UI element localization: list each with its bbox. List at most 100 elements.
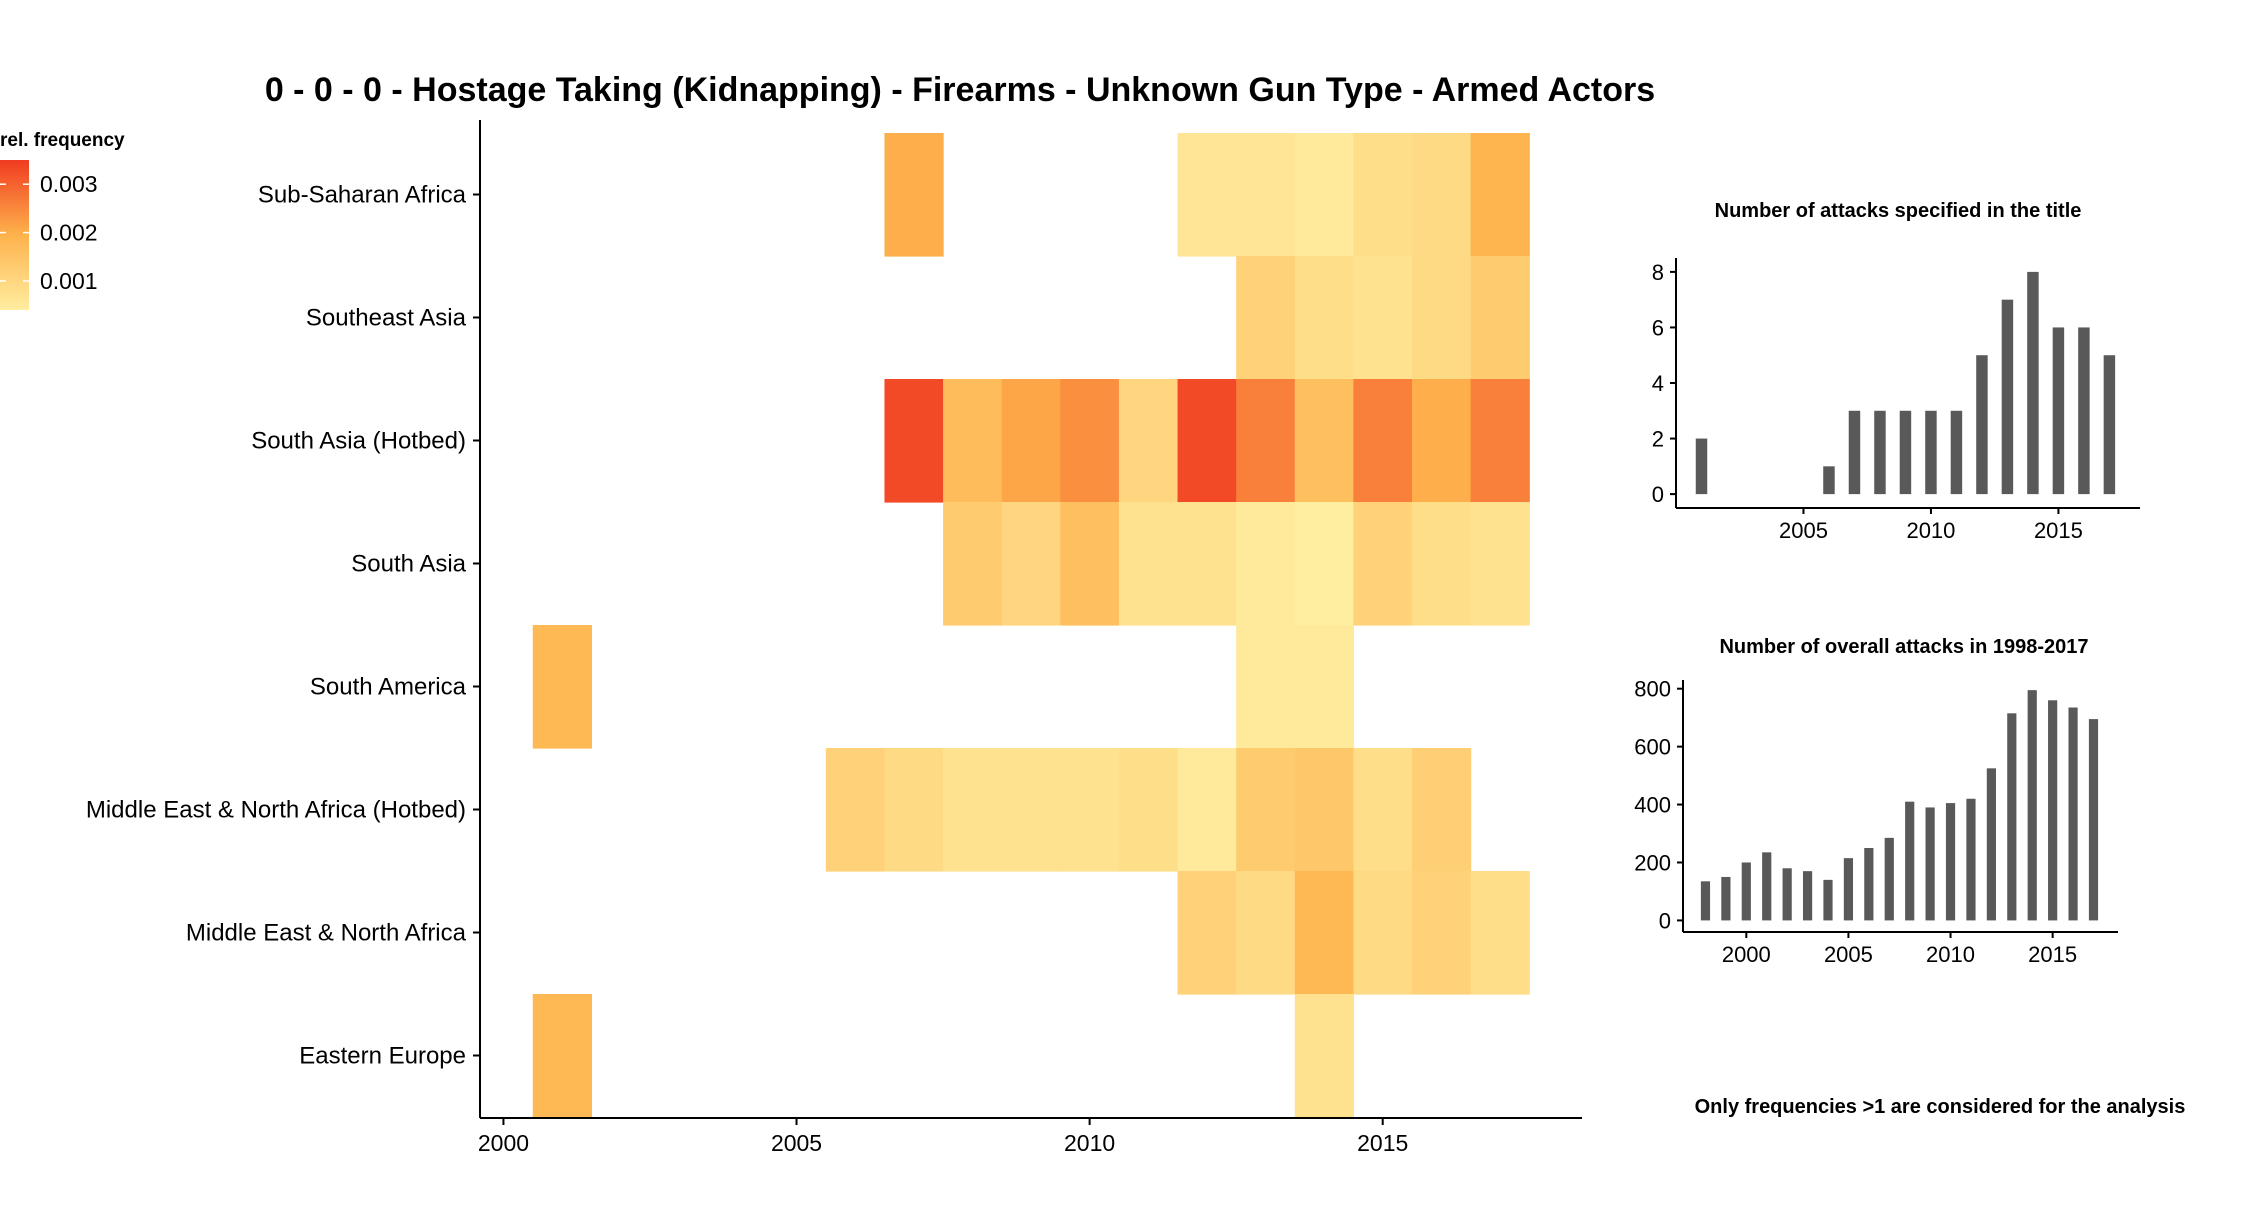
y-tick-label: 200	[1634, 850, 1671, 875]
bar-chart-title: Number of overall attacks in 1998-2017	[1719, 636, 2088, 658]
heatmap-cell	[1412, 871, 1472, 995]
y-tick-label: 0	[1652, 482, 1664, 507]
heatmap-cell	[1353, 871, 1413, 995]
bar	[2027, 690, 2037, 921]
bar	[2048, 700, 2058, 921]
y-tick-label: Middle East & North Africa	[186, 920, 467, 947]
y-tick-label: South America	[310, 674, 467, 701]
heatmap-cell	[1118, 502, 1179, 626]
bar	[1848, 410, 1861, 495]
heatmap-cell	[1294, 994, 1354, 1118]
y-tick-label: 8	[1652, 260, 1664, 285]
heatmap-cell	[1412, 256, 1472, 380]
x-tick-label: 2000	[1722, 942, 1771, 967]
bar	[1843, 858, 1854, 921]
bar	[1695, 438, 1708, 495]
x-tick-label: 2015	[2034, 518, 2083, 543]
bar	[2027, 271, 2039, 495]
footnote: Only frequencies >1 are considered for t…	[1695, 1096, 2186, 1118]
y-tick-label: 4	[1652, 371, 1664, 396]
bar	[1874, 410, 1886, 495]
bar	[1741, 862, 1751, 921]
heatmap-cell	[1294, 625, 1354, 749]
y-tick-label: 0	[1659, 908, 1671, 933]
heatmap-cell	[1236, 256, 1296, 380]
heatmap-cell	[1236, 625, 1296, 749]
heatmap-cell	[1236, 871, 1296, 995]
bar	[1884, 837, 1894, 921]
bar	[1950, 410, 1963, 495]
heatmap-cell	[943, 379, 1003, 503]
heatmap-cell	[1001, 379, 1061, 503]
heatmap-cell	[532, 994, 592, 1118]
bar	[2078, 327, 2090, 495]
heatmap-cell	[532, 625, 592, 749]
legend-title: rel. frequency	[0, 130, 125, 151]
heatmap-cell	[1353, 379, 1413, 503]
heatmap-cell	[1294, 256, 1354, 380]
heatmap-cell	[1353, 502, 1413, 626]
heatmap-cell	[1060, 748, 1120, 872]
y-tick-label: Eastern Europe	[299, 1043, 466, 1070]
y-tick-label: South Asia	[351, 551, 466, 578]
x-tick-label: 2010	[1906, 518, 1955, 543]
bar	[2068, 707, 2078, 921]
bar	[1905, 801, 1915, 921]
bar	[1823, 879, 1833, 921]
heatmap-cell	[1177, 871, 1237, 995]
bar	[1899, 410, 1912, 495]
bar	[1721, 876, 1731, 921]
x-tick-label: 2015	[1357, 1130, 1408, 1156]
legend-tick-label: 0.002	[40, 220, 98, 246]
x-tick-label: 2010	[1064, 1130, 1115, 1156]
heatmap-cell	[1412, 133, 1472, 257]
x-tick-label: 2005	[771, 1130, 822, 1156]
heatmap-cell	[1294, 379, 1354, 503]
heatmap-cell	[1412, 379, 1472, 503]
heatmap-cell	[1236, 748, 1296, 872]
heatmap-cell	[1001, 748, 1061, 872]
heatmap-cell	[1177, 502, 1237, 626]
bar	[1823, 466, 1835, 495]
x-tick-label: 2005	[1779, 518, 1828, 543]
heatmap-cell	[1118, 748, 1179, 872]
bar	[2052, 327, 2065, 495]
y-tick-label: 400	[1634, 793, 1671, 818]
heatmap-cell	[884, 133, 944, 257]
heatmap-cell	[1236, 133, 1296, 257]
heatmap-cell	[1294, 502, 1354, 626]
bar	[1966, 798, 1976, 921]
y-tick-label: 2	[1652, 427, 1664, 452]
bar	[1762, 852, 1772, 921]
y-tick-label: Southeast Asia	[306, 305, 467, 332]
bar	[1976, 355, 1988, 495]
bar-panel-specified: Number of attacks specified in the title…	[1652, 200, 2140, 543]
heatmap-cell	[1470, 502, 1530, 626]
bar	[1782, 868, 1792, 921]
bar	[1945, 803, 1956, 921]
x-tick-label: 2010	[1926, 942, 1975, 967]
bar	[2103, 355, 2116, 495]
bar	[1864, 848, 1874, 921]
heatmap-cell	[884, 748, 944, 872]
heatmap-cell	[1353, 256, 1413, 380]
legend: rel. frequency 0.001 0.002 0.003	[0, 130, 125, 310]
x-tick-label: 2005	[1824, 942, 1873, 967]
heatmap-cell	[1470, 871, 1530, 995]
heatmap-cell	[1060, 502, 1120, 626]
bar	[1986, 768, 1996, 921]
heatmap-cell	[825, 748, 886, 872]
bar	[2007, 713, 2017, 921]
heatmap-cell	[1412, 748, 1472, 872]
y-tick-label: 6	[1652, 315, 1664, 340]
heatmap-cell	[1294, 748, 1354, 872]
heatmap-cell	[1353, 748, 1413, 872]
heatmap-cell	[1177, 748, 1237, 872]
heatmap-cell	[1236, 502, 1296, 626]
heatmap-cell	[1294, 871, 1354, 995]
heatmap-cell	[943, 502, 1003, 626]
bar	[1700, 881, 1711, 921]
bar-panel-overall: Number of overall attacks in 1998-2017 0…	[1634, 636, 2118, 967]
heatmap-cell	[1177, 379, 1237, 503]
